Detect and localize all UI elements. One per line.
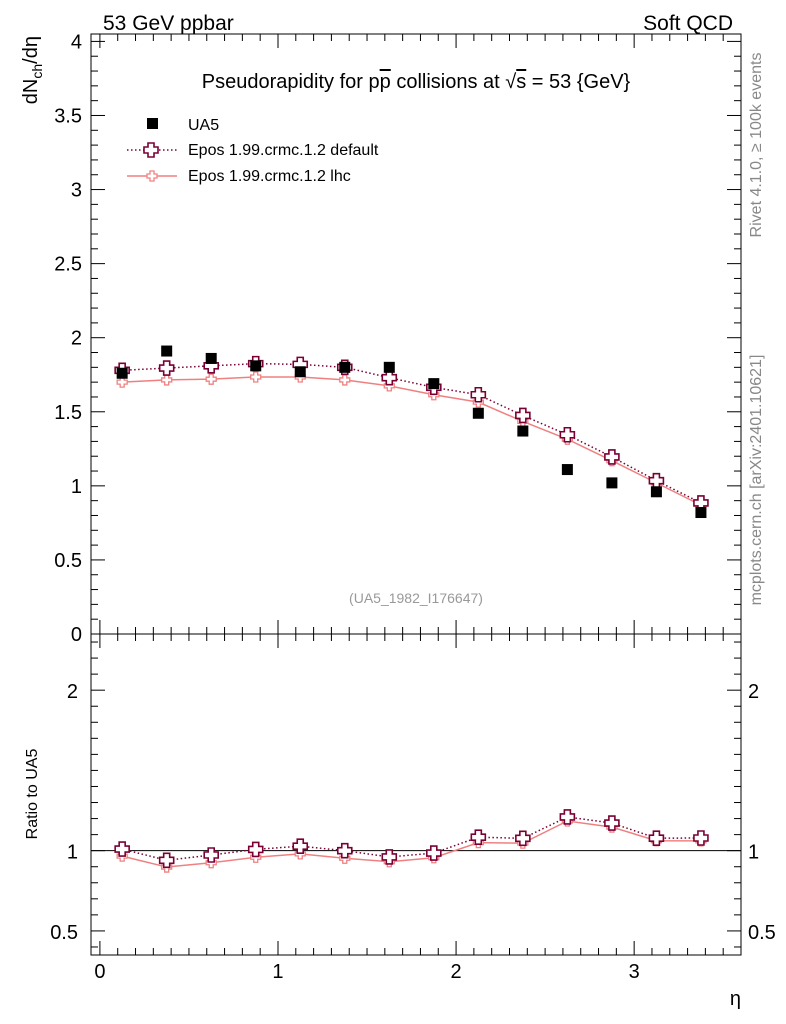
- data-point-ua5: [472, 407, 484, 419]
- ratio-plot-frame: [90, 633, 742, 956]
- ratio-point-default: [203, 847, 220, 863]
- ratio-point-default: [336, 842, 353, 859]
- main-y-axis-label: dNch/dη: [20, 36, 45, 104]
- data-point-ua5: [339, 361, 351, 373]
- legend-marker-lhc: [146, 170, 158, 182]
- legend-label-ua5: UA5: [188, 117, 219, 134]
- ratio-point-default: [381, 849, 398, 865]
- data-point-lhc: [250, 371, 262, 383]
- data-point-lhc: [339, 374, 351, 386]
- x-tick-label: 0: [94, 961, 105, 983]
- data-point-ua5: [116, 367, 128, 379]
- x-tick-label: 1: [272, 961, 283, 983]
- ratio-y-tick-label-right: 0.5: [748, 922, 776, 944]
- ratio-y-tick-label: 1: [67, 842, 78, 864]
- legend-marker-ua5: [147, 118, 158, 129]
- title-part-sqrt: s: [516, 71, 526, 93]
- ratio-axis-ticks: 0 1 2 3 0.5 0.5 1 1 2 2: [50, 634, 776, 983]
- chart-title: Pseudorapidity for pp collisions at √s =…: [202, 71, 631, 93]
- title-part-mid: collisions at: [391, 71, 506, 93]
- data-point-ua5: [294, 366, 306, 378]
- data-point-ua5: [695, 507, 707, 519]
- x-axis-label: η: [730, 988, 741, 1010]
- ratio-y-tick-label: 0.5: [50, 922, 78, 944]
- analysis-id-annotation: (UA5_1982_I176647): [349, 590, 483, 606]
- data-point-ua5: [383, 361, 395, 373]
- ratio-point-default: [470, 829, 487, 845]
- header-right-label: Soft QCD: [643, 12, 733, 35]
- ratio-point-default: [604, 815, 620, 831]
- data-point-default: [515, 407, 531, 424]
- sqrt-symbol: √: [505, 71, 516, 93]
- main-axis-ticks: 0 0.5 1 1.5 2 2.5 3 3.5 4: [54, 31, 741, 646]
- ratio-point-default: [648, 830, 665, 846]
- ratio-point-default: [426, 845, 442, 861]
- header-left-label: 53 GeV ppbar: [103, 12, 234, 35]
- data-point-default: [381, 369, 398, 386]
- main-y-tick-label: 1: [71, 476, 82, 498]
- main-y-tick-label: 0.5: [54, 550, 82, 572]
- data-point-ua5: [161, 345, 173, 357]
- ratio-point-default: [559, 809, 576, 825]
- data-point-ua5: [517, 425, 529, 437]
- data-point-default: [604, 449, 620, 465]
- ratio-point-default: [158, 852, 175, 869]
- ratio-series-group: [114, 809, 709, 873]
- legend: UA5 Epos 1.99.crmc.1.2 default Epos 1.99…: [127, 117, 379, 185]
- title-part-pre: Pseudorapidity for p: [202, 71, 380, 93]
- main-series-group: [114, 345, 709, 519]
- ratio-point-default: [515, 830, 531, 847]
- data-point-default: [559, 426, 576, 443]
- main-y-tick-label: 4: [71, 31, 82, 53]
- data-point-ua5: [650, 486, 662, 498]
- ratio-point-default: [114, 841, 130, 857]
- data-point-ua5: [205, 352, 217, 364]
- main-y-tick-label: 2.5: [54, 254, 82, 276]
- data-point-lhc: [161, 374, 173, 386]
- data-point-ua5: [606, 477, 618, 489]
- data-point-default: [158, 360, 175, 376]
- ratio-y-tick-label: 2: [67, 681, 78, 703]
- rivet-version-label: Rivet 4.1.0, ≥ 100k events: [748, 53, 765, 238]
- title-part-pbar: p: [380, 71, 391, 93]
- data-point-ua5: [428, 378, 440, 390]
- data-point-lhc: [205, 373, 217, 385]
- data-point-lhc: [116, 376, 128, 388]
- ratio-point-default: [292, 838, 309, 854]
- main-y-tick-label: 3: [71, 180, 82, 202]
- main-y-tick-label: 2: [71, 328, 82, 350]
- mcplots-label: mcplots.cern.ch [arXiv:2401.10621]: [748, 355, 765, 606]
- data-point-default: [470, 386, 487, 403]
- legend-label-lhc: Epos 1.99.crmc.1.2 lhc: [188, 168, 351, 185]
- ratio-point-default: [693, 830, 709, 846]
- ratio-y-tick-label-right: 1: [748, 842, 759, 864]
- ylabel-main: dN: [20, 79, 42, 105]
- legend-marker-default: [143, 142, 159, 158]
- x-tick-label: 2: [451, 961, 462, 983]
- legend-label-default: Epos 1.99.crmc.1.2 default: [188, 142, 379, 159]
- main-y-tick-label: 1.5: [54, 402, 82, 424]
- ylabel-rest: /dη: [20, 36, 42, 64]
- ratio-y-axis-label: Ratio to UA5: [24, 749, 41, 840]
- x-tick-label: 3: [629, 961, 640, 983]
- ylabel-sub: ch: [29, 64, 45, 79]
- title-part-post: = 53 {GeV}: [526, 71, 630, 93]
- data-point-ua5: [250, 360, 262, 372]
- data-point-ua5: [561, 464, 573, 476]
- main-y-tick-label: 3.5: [54, 105, 82, 127]
- main-y-tick-label: 0: [71, 624, 82, 646]
- ratio-point-default: [247, 841, 264, 858]
- ratio-y-tick-label-right: 2: [748, 681, 759, 703]
